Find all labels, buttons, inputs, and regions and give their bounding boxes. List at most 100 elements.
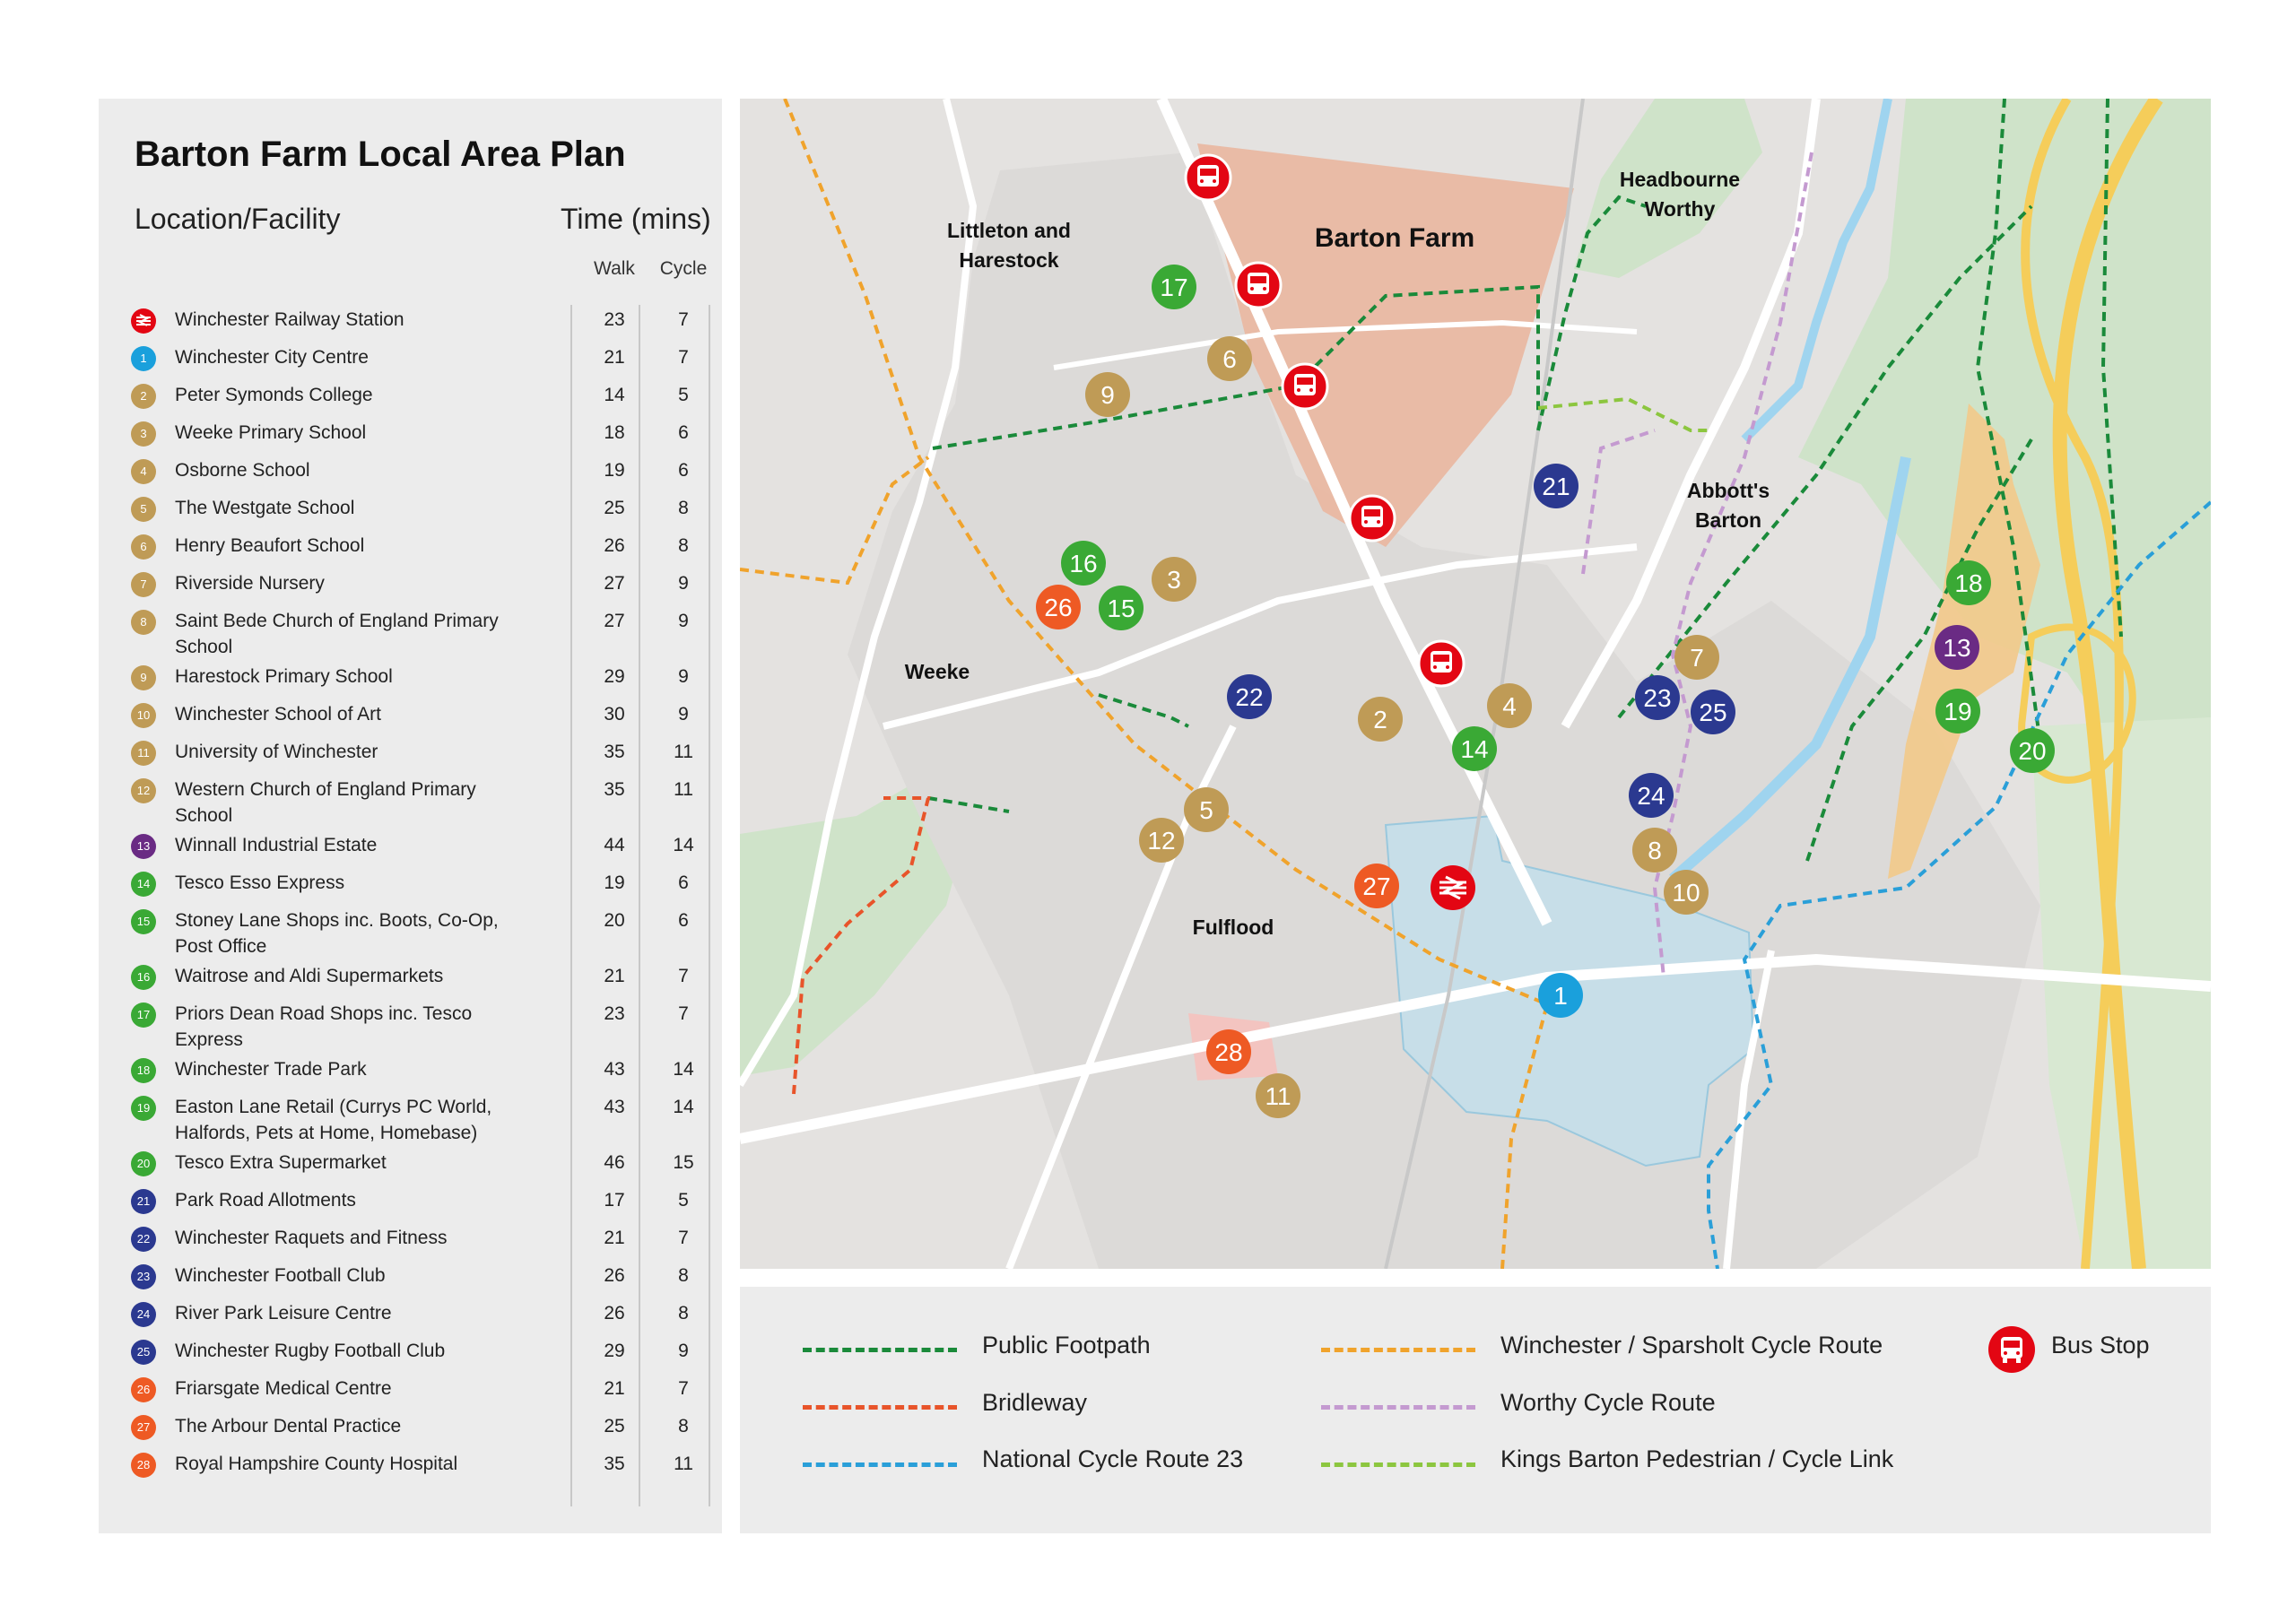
river	[1669, 456, 1911, 883]
poi-marker-3[interactable]: 3	[1152, 557, 1196, 602]
walk-time: 18	[604, 422, 625, 443]
category-badge: 14	[131, 872, 156, 897]
facility-name: Harestock Primary School	[175, 666, 393, 687]
poi-marker-6[interactable]: 6	[1207, 336, 1252, 381]
place-barton: Barton	[1695, 508, 1761, 532]
walk-time: 25	[604, 498, 625, 518]
public-footpath-route	[1805, 438, 2033, 862]
poi-marker-8[interactable]: 8	[1632, 828, 1677, 872]
poi-marker-11[interactable]: 11	[1256, 1073, 1300, 1118]
poi-marker-26[interactable]: 26	[1036, 585, 1081, 629]
poi-number: 6	[1222, 345, 1237, 373]
green-area	[1798, 99, 2211, 726]
poi-number: 7	[1690, 644, 1704, 672]
poi-number: 20	[2018, 737, 2046, 765]
facility-name: The Arbour Dental Practice	[175, 1416, 402, 1436]
road	[740, 953, 2211, 1144]
cycle-time: 11	[674, 1454, 693, 1474]
poi-number: 5	[1199, 796, 1213, 824]
cycle-time: 9	[678, 611, 689, 631]
poi-marker-14[interactable]: 14	[1452, 726, 1497, 771]
walk-time: 23	[604, 1003, 625, 1024]
walk-time: 20	[604, 910, 625, 931]
poi-marker-22[interactable]: 22	[1227, 674, 1272, 719]
category-badge: 10	[131, 703, 156, 728]
public-footpath-route	[927, 796, 1010, 813]
barton-farm-site	[1197, 143, 1574, 547]
bus-stop-marker[interactable]	[1348, 494, 1396, 542]
walk-time: 35	[604, 779, 625, 800]
cycle-time: 7	[678, 1003, 689, 1024]
poi-number: 8	[1648, 837, 1662, 864]
cycle-time: 9	[678, 573, 689, 594]
bus-stop-marker[interactable]	[1281, 362, 1329, 411]
poi-marker-15[interactable]: 15	[1099, 586, 1144, 630]
category-badge: 11	[131, 741, 156, 766]
poi-marker-28[interactable]: 28	[1206, 1029, 1251, 1074]
poi-number: 17	[1160, 273, 1187, 301]
poi-marker-7[interactable]: 7	[1674, 635, 1719, 680]
category-badge: 12	[131, 778, 156, 803]
road	[883, 543, 1638, 730]
poi-marker-4[interactable]: 4	[1487, 683, 1532, 728]
time-header: Time (mins)	[561, 203, 711, 235]
poi-marker-25[interactable]: 25	[1691, 690, 1735, 734]
column-divider	[570, 305, 572, 1506]
poi-marker-21[interactable]: 21	[1534, 464, 1578, 508]
facility-name: Peter Symonds College	[175, 385, 373, 405]
bus-stop-marker[interactable]	[1234, 261, 1283, 309]
bus-stop-marker[interactable]	[1417, 639, 1465, 688]
bus-stop-marker[interactable]	[1184, 153, 1232, 202]
place-headbourne: Headbourne	[1620, 168, 1740, 191]
facility-name: Friarsgate Medical Centre	[175, 1378, 392, 1399]
poi-marker-27[interactable]: 27	[1354, 864, 1399, 908]
poi-marker-17[interactable]: 17	[1152, 265, 1196, 309]
poi-marker-13[interactable]: 13	[1935, 625, 1979, 670]
poi-marker-9[interactable]: 9	[1085, 372, 1130, 417]
place-littleton: Littleton and	[947, 219, 1071, 242]
poi-number: 27	[1362, 872, 1390, 900]
category-badge: 27	[131, 1415, 156, 1440]
cycle-time: 14	[673, 835, 694, 855]
cycle-time: 8	[678, 1416, 689, 1436]
facility-name: Riverside Nursery	[175, 573, 325, 594]
poi-marker-24[interactable]: 24	[1629, 773, 1674, 818]
public-footpath-route	[1975, 99, 2042, 745]
road	[1053, 319, 1638, 370]
poi-number: 15	[1107, 595, 1135, 622]
poi-marker-1[interactable]: 1	[1538, 973, 1583, 1018]
area-map[interactable]: Barton Farm Littleton and Harestock Head…	[740, 99, 2211, 1269]
poi-marker-18[interactable]: 18	[1946, 560, 1991, 605]
poi-marker-16[interactable]: 16	[1061, 541, 1106, 586]
poi-number: 9	[1100, 381, 1115, 409]
facility-name: Western Church of England Primary School	[175, 779, 476, 826]
map-legend: Public Footpath Bridleway National Cycle…	[740, 1287, 2211, 1533]
poi-marker-12[interactable]: 12	[1139, 818, 1184, 863]
poi-number: 23	[1643, 684, 1671, 712]
poi-number: 14	[1460, 735, 1488, 763]
poi-number: 3	[1167, 566, 1181, 594]
cycle-header: Cycle	[659, 258, 708, 279]
walk-time: 27	[604, 611, 625, 631]
cycle-time: 7	[678, 347, 689, 368]
ncr23-swatch	[803, 1462, 957, 1467]
road	[1561, 99, 1821, 729]
poi-marker-2[interactable]: 2	[1358, 697, 1403, 742]
walk-time: 26	[604, 1265, 625, 1286]
kings-barton-route	[1537, 396, 1709, 432]
walk-time: 35	[604, 742, 625, 762]
cycle-time: 5	[678, 1190, 689, 1211]
poi-marker-19[interactable]: 19	[1935, 689, 1980, 733]
poi-number: 12	[1147, 827, 1175, 855]
bus-stop-layer	[1184, 153, 1465, 688]
public-footpath-swatch	[803, 1348, 957, 1352]
category-badge: 21	[131, 1189, 156, 1214]
rail-station-marker[interactable]	[1431, 865, 1475, 910]
poi-marker-20[interactable]: 20	[2010, 728, 2055, 773]
poi-marker-23[interactable]: 23	[1635, 675, 1680, 720]
walk-time: 35	[604, 1454, 625, 1474]
public-footpath-route	[932, 284, 1540, 450]
poi-marker-5[interactable]: 5	[1184, 787, 1229, 832]
poi-marker-10[interactable]: 10	[1664, 870, 1709, 915]
bridleway-route	[792, 796, 931, 1095]
